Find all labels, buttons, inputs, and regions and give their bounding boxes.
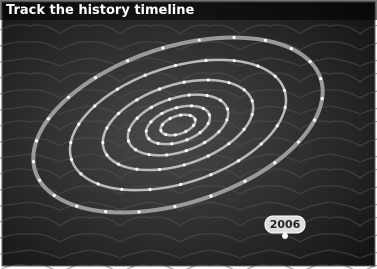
title: Track the history timeline	[6, 3, 195, 18]
timeline-view: Track the history timeline 2006	[0, 0, 377, 269]
page: Track the history timeline 2006 (() => {…	[0, 0, 377, 269]
year-label[interactable]: 2006	[270, 218, 301, 231]
year-dot	[282, 233, 288, 239]
